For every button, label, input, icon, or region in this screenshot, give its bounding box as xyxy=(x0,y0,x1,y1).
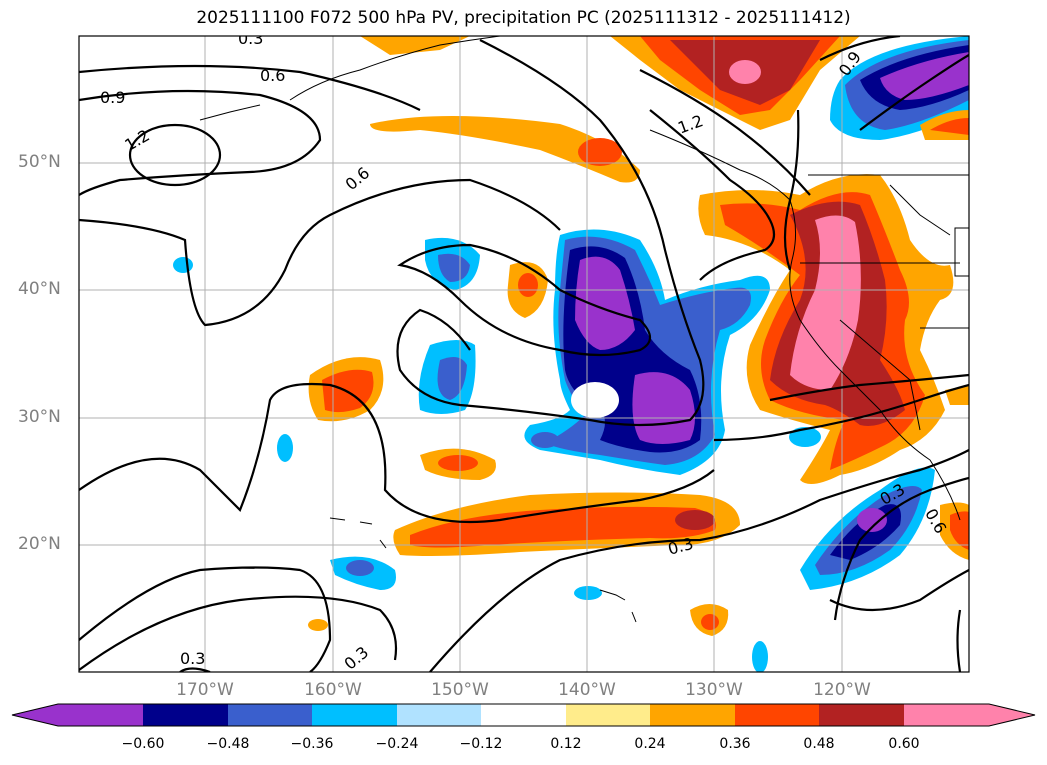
coastlines xyxy=(199,36,969,623)
colorbar-swatch xyxy=(566,704,650,726)
contour-label: 0.3 xyxy=(180,649,205,668)
colorbar-swatch xyxy=(397,704,481,726)
lon-label-160w: 160°W xyxy=(304,680,362,700)
colorbar-swatch xyxy=(735,704,819,726)
colorbar-swatch xyxy=(143,704,228,726)
pv-contours xyxy=(79,36,969,672)
colorbar-tick-label: −0.24 xyxy=(375,736,419,752)
colorbar-tick-label: −0.60 xyxy=(121,736,165,752)
lat-label-40n: 40°N xyxy=(18,279,61,299)
colorbar xyxy=(11,703,1036,727)
colorbar-tick-label: −0.36 xyxy=(290,736,334,752)
colorbar-extend-min xyxy=(12,704,58,726)
lon-label-170w: 170°W xyxy=(176,680,234,700)
colorbar-swatch xyxy=(904,704,989,726)
colorbar-tick-label: 0.60 xyxy=(888,736,920,752)
map-title: 2025111100 F072 500 hPa PV, precipitatio… xyxy=(196,8,851,28)
map-frame xyxy=(78,35,970,673)
colorbar-tick-label: 0.24 xyxy=(634,736,666,752)
positive-precip-region-alaska xyxy=(610,36,860,130)
lon-label-120w: 120°W xyxy=(813,680,871,700)
contour-label: 0.9 xyxy=(100,88,125,107)
colorbar-tick-label: 0.12 xyxy=(550,736,582,752)
contour-label: 0.3 xyxy=(238,29,263,48)
negative-precip-region-northeast xyxy=(830,36,969,140)
colorbar-swatch xyxy=(58,704,143,726)
colorbar-swatch xyxy=(312,704,397,726)
lat-label-20n: 20°N xyxy=(18,534,61,554)
positive-precip-region-gulf xyxy=(360,36,640,183)
lat-label-50n: 50°N xyxy=(18,152,61,172)
colorbar-tick-label: 0.36 xyxy=(719,736,751,752)
colorbar-swatch xyxy=(481,704,566,726)
colorbar-extend-max xyxy=(989,704,1035,726)
colorbar-tick-label: 0.48 xyxy=(803,736,835,752)
contour-label: 0.6 xyxy=(260,66,285,85)
graticule xyxy=(79,36,969,672)
lat-label-30n: 30°N xyxy=(18,407,61,427)
colorbar-swatch xyxy=(228,704,312,726)
colorbar-swatch xyxy=(819,704,904,726)
colorbar-tick-label: −0.12 xyxy=(459,736,503,752)
positive-precip-region-small xyxy=(308,262,969,636)
lon-label-140w: 140°W xyxy=(558,680,616,700)
colorbar-tick-label: −0.48 xyxy=(206,736,250,752)
lon-label-130w: 130°W xyxy=(685,680,743,700)
colorbar-swatch xyxy=(650,704,735,726)
lon-label-150w: 150°W xyxy=(431,680,489,700)
